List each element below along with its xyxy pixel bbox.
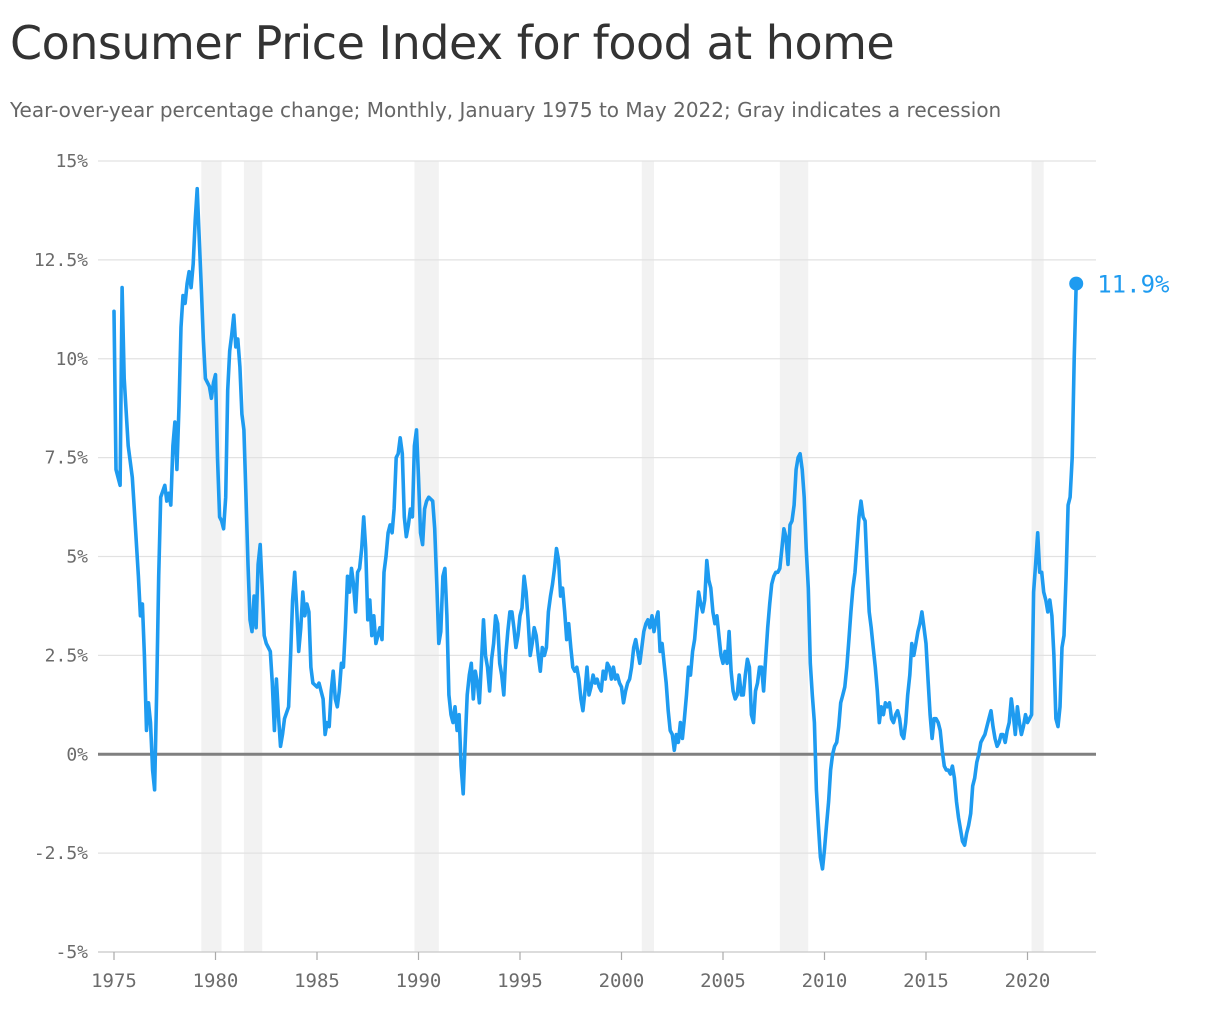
y-tick-label: -2.5% xyxy=(34,843,88,864)
y-tick-label: 5% xyxy=(66,547,88,568)
x-tick-label: 2005 xyxy=(700,970,746,992)
x-tick-label: 1985 xyxy=(294,970,340,992)
x-tick-label: 1980 xyxy=(193,970,239,992)
x-tick-label: 1990 xyxy=(396,970,442,992)
line-chart: 1975 1980 1985 1990 1995 2000 2005 2010 2015 2020… xyxy=(34,151,1170,992)
y-tick-label: 12.5% xyxy=(34,250,88,271)
x-tick-label: 2015 xyxy=(903,970,949,992)
series-line xyxy=(112,186,1078,871)
x-tick-label: 2010 xyxy=(802,970,848,992)
x-tick-label: 1975 xyxy=(91,970,137,992)
y-tick-label: 15% xyxy=(55,151,88,172)
y-axis: -5% -2.5% 0% 2.5% 5% 7.5% 10% 12.5% 15% xyxy=(34,151,88,963)
chart-title: Consumer Price Index for food at home xyxy=(10,16,895,70)
x-tick-label: 1995 xyxy=(497,970,543,992)
y-tick-label: 2.5% xyxy=(45,645,89,666)
y-tick-label: -5% xyxy=(55,942,88,963)
x-axis: 1975 1980 1985 1990 1995 2000 2005 2010 2015 2020 xyxy=(91,951,1096,992)
x-tick-label: 2020 xyxy=(1005,970,1051,992)
end-value-label: 11.9% xyxy=(1097,271,1170,299)
chart-subtitle: Year-over-year percentage change; Monthl… xyxy=(10,98,1002,122)
x-tick-label: 2000 xyxy=(599,970,645,992)
end-point-marker xyxy=(1069,276,1084,291)
y-tick-label: 7.5% xyxy=(45,448,89,469)
y-tick-label: 0% xyxy=(66,744,88,765)
y-tick-label: 10% xyxy=(55,349,88,370)
